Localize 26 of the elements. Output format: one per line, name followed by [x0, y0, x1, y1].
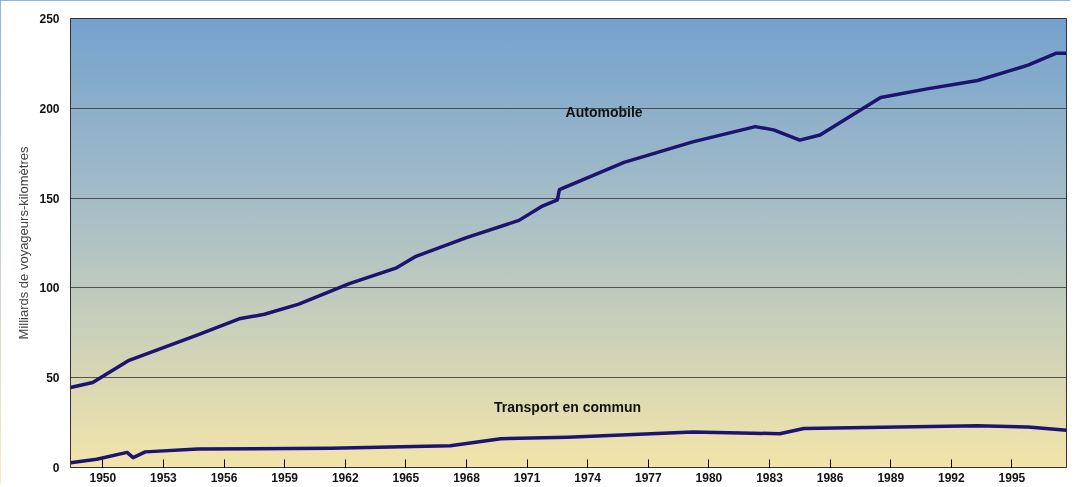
y-axis-title: Milliards de voyageurs-kilomètres — [16, 146, 32, 340]
series-label: Transport en commun — [493, 399, 642, 416]
x-tick-label: 1974 — [574, 470, 602, 485]
x-tick-label: 1959 — [271, 470, 299, 485]
x-tick-label: 1977 — [634, 470, 662, 485]
text: Automobile — [565, 104, 643, 121]
x-tick-label: 1989 — [877, 470, 905, 485]
x-tick-label: 1950 — [89, 470, 117, 485]
x-tick-label: 1965 — [392, 470, 420, 485]
y-tick-label: 100 — [39, 281, 60, 296]
x-tick-label: 1968 — [453, 470, 481, 485]
x-tick-label: 1983 — [756, 470, 784, 485]
x-tick-label: 1980 — [695, 470, 723, 485]
y-tick-label: 200 — [39, 101, 60, 116]
y-tick-label: 0 — [52, 461, 60, 475]
x-tick-label: 1953 — [150, 470, 178, 485]
x-tick-label: 1971 — [513, 470, 541, 485]
y-tick-label: 50 — [46, 371, 60, 386]
y-tick-label: 250 — [39, 12, 60, 26]
x-tick-label: 1962 — [331, 470, 359, 485]
x-tick-label: 1995 — [998, 470, 1026, 485]
x-tick-label: 1956 — [210, 470, 238, 485]
line-series — [70, 51, 1067, 390]
x-tick-label: 1992 — [938, 470, 966, 485]
x-tick-label: 1986 — [816, 470, 844, 485]
y-tick-label: 150 — [39, 191, 60, 206]
